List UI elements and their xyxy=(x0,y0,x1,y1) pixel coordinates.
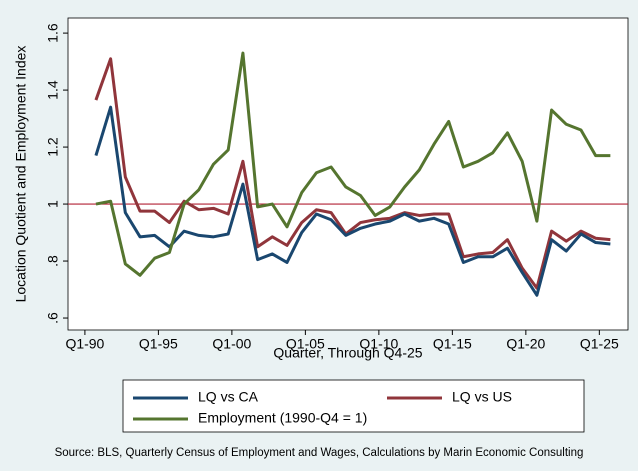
x-tick-label: Q1-05 xyxy=(286,336,325,352)
y-tick-label: .8 xyxy=(45,255,61,267)
legend-label: LQ vs CA xyxy=(198,389,259,405)
x-tick-label: Q1-00 xyxy=(212,336,251,352)
x-tick-label: Q1-20 xyxy=(506,336,545,352)
plot-area xyxy=(67,17,629,331)
x-tick-label: Q1-25 xyxy=(580,336,619,352)
y-tick-label: .6 xyxy=(45,312,61,324)
x-tick-label: Q1-15 xyxy=(433,336,472,352)
legend xyxy=(122,379,585,433)
x-tick-label: Q1-10 xyxy=(359,336,398,352)
source-note: Source: BLS, Quarterly Census of Employm… xyxy=(55,447,584,459)
y-tick-label: 1.4 xyxy=(45,80,61,100)
x-axis-label: Quarter, Through Q4-25 xyxy=(273,345,422,361)
x-tick-label: Q1-95 xyxy=(139,336,178,352)
y-axis-label: Location Quotient and Employment Index xyxy=(13,46,29,303)
series-line xyxy=(95,51,611,277)
series-line xyxy=(94,105,611,297)
legend-label: Employment (1990-Q4 = 1) xyxy=(198,410,367,426)
legend-label: LQ vs US xyxy=(452,389,512,405)
y-tick-label: 1 xyxy=(45,200,61,208)
x-tick-label: Q1-90 xyxy=(65,336,104,352)
y-tick-label: 1.2 xyxy=(45,137,61,157)
y-tick-label: 1.6 xyxy=(45,23,61,43)
series-line xyxy=(94,57,611,290)
